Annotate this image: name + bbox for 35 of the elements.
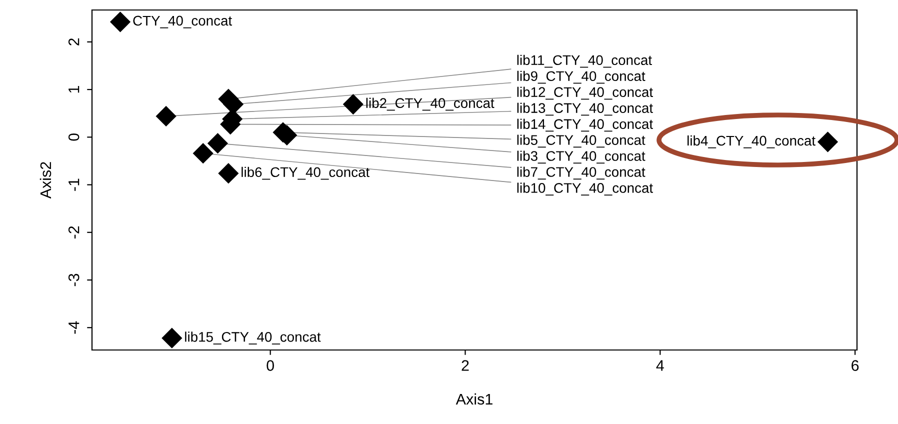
y-axis-title: Axis2 [40, 162, 52, 199]
y-tick-label: -4 [68, 321, 80, 334]
point [817, 132, 838, 152]
point [156, 106, 176, 126]
annotation: lib13_CTY_40_concat [517, 102, 653, 116]
y-tick-label: -3 [68, 274, 80, 286]
y-tick-label: 0 [68, 133, 80, 141]
y-tick-label: -2 [68, 226, 80, 238]
point [342, 94, 364, 115]
annotation: lib14_CTY_40_concat [517, 118, 653, 132]
annotation: lib7_CTY_40_concat [517, 166, 646, 180]
x-axis-title: Axis1 [456, 393, 492, 405]
x-tick-label: 0 [266, 360, 274, 371]
point [110, 12, 131, 32]
annotation: lib3_CTY_40_concat [517, 150, 646, 164]
point [207, 133, 228, 154]
annotation: CTY_40_concat [133, 16, 232, 28]
point [192, 143, 214, 164]
y-tick-label: 1 [68, 86, 80, 93]
annotation: lib4_CTY_40_concat [688, 135, 816, 148]
x-tick-label: 4 [656, 360, 664, 371]
y-tick-label: 2 [68, 38, 80, 46]
x-tick-label: 2 [462, 360, 469, 371]
point [162, 328, 182, 348]
annotation: lib15_CTY_40_concat [185, 332, 321, 344]
annotation: lib11_CTY_40_concat [517, 54, 652, 68]
point [218, 163, 239, 184]
annotation: lib10_CTY_40_concat [517, 182, 653, 196]
annotation: lib2_CTY_40_concat [366, 98, 494, 111]
annotation: lib9_CTY_40_concat [517, 70, 646, 84]
y-tick-label: -1 [68, 178, 80, 191]
x-tick-label: 6 [852, 360, 859, 371]
annotation: lib5_CTY_40_concat [517, 134, 646, 148]
annotation: lib6_CTY_40_concat [242, 166, 370, 180]
annotation: lib12_CTY_40_concat [517, 86, 653, 100]
